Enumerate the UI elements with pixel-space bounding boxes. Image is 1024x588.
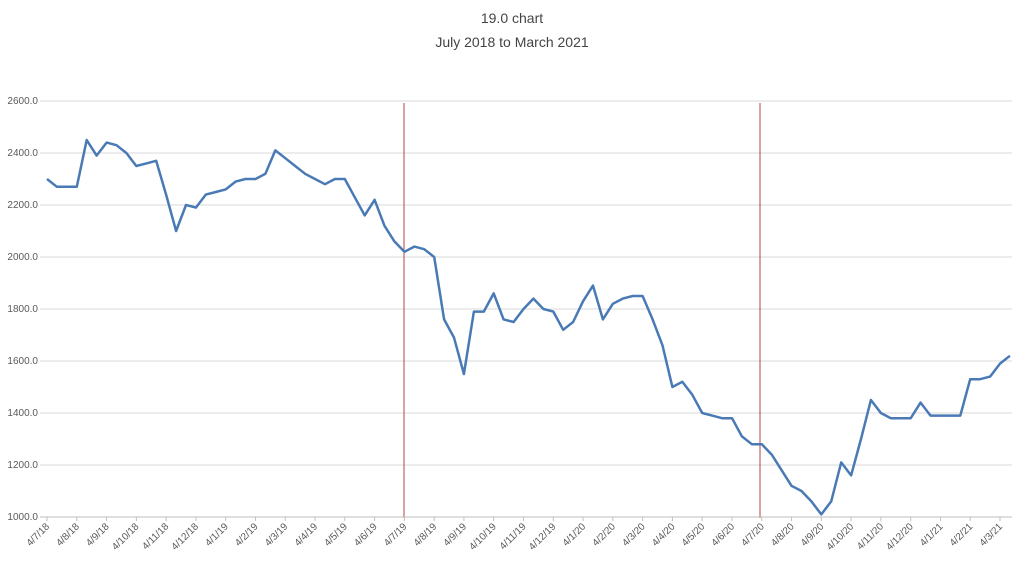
y-tick-label: 1000.0 bbox=[7, 512, 38, 523]
y-tick-label: 2000.0 bbox=[7, 252, 38, 263]
y-tick-label: 1400.0 bbox=[7, 408, 38, 419]
chart-title: 19.0 chart bbox=[481, 10, 543, 26]
y-tick-label: 1800.0 bbox=[7, 304, 38, 315]
y-tick-label: 2400.0 bbox=[7, 148, 38, 159]
y-tick-label: 2200.0 bbox=[7, 200, 38, 211]
y-tick-label: 1200.0 bbox=[7, 460, 38, 471]
data-line bbox=[46, 138, 1011, 516]
chart-subtitle: July 2018 to March 2021 bbox=[435, 34, 589, 50]
grid bbox=[40, 100, 1012, 518]
y-tick-label: 2600.0 bbox=[7, 96, 38, 107]
y-tick-label: 1600.0 bbox=[7, 356, 38, 367]
